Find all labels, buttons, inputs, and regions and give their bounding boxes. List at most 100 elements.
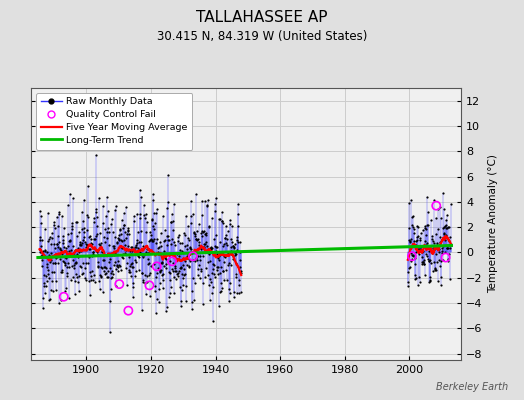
Point — [408, 214, 417, 220]
Point — [146, 270, 155, 276]
Point — [176, 240, 184, 246]
Point — [150, 209, 158, 216]
Point — [228, 242, 237, 249]
Point — [423, 222, 431, 228]
Point — [229, 243, 237, 249]
Point — [56, 249, 64, 255]
Point — [410, 226, 418, 232]
Point — [444, 251, 453, 257]
Point — [112, 263, 121, 269]
Point — [420, 256, 428, 263]
Point — [431, 265, 439, 271]
Point — [137, 228, 145, 235]
Point — [211, 274, 220, 280]
Point — [61, 254, 70, 260]
Point — [136, 187, 145, 194]
Point — [443, 245, 452, 252]
Point — [194, 252, 203, 259]
Point — [219, 220, 227, 226]
Point — [137, 238, 145, 245]
Point — [38, 257, 47, 263]
Point — [226, 220, 235, 227]
Point — [179, 256, 188, 262]
Point — [114, 268, 122, 274]
Point — [161, 227, 169, 234]
Point — [178, 286, 187, 293]
Point — [154, 249, 162, 255]
Point — [233, 236, 242, 243]
Point — [82, 241, 91, 248]
Point — [60, 244, 68, 250]
Point — [176, 264, 184, 271]
Point — [40, 272, 49, 278]
Point — [141, 249, 150, 255]
Point — [446, 242, 454, 248]
Point — [121, 251, 129, 257]
Point — [410, 276, 419, 282]
Point — [416, 278, 424, 285]
Point — [144, 250, 152, 256]
Point — [169, 259, 178, 266]
Point — [206, 297, 215, 304]
Point — [181, 271, 189, 278]
Point — [186, 245, 194, 251]
Point — [443, 225, 451, 231]
Point — [416, 236, 424, 243]
Point — [434, 226, 442, 233]
Point — [160, 255, 169, 262]
Point — [53, 222, 62, 229]
Point — [429, 245, 438, 252]
Point — [226, 216, 234, 223]
Point — [98, 264, 106, 271]
Point — [191, 280, 199, 286]
Point — [84, 214, 92, 220]
Point — [172, 249, 181, 256]
Point — [68, 226, 76, 232]
Point — [421, 237, 429, 244]
Legend: Raw Monthly Data, Quality Control Fail, Five Year Moving Average, Long-Term Tren: Raw Monthly Data, Quality Control Fail, … — [36, 93, 192, 150]
Point — [150, 220, 159, 226]
Point — [112, 282, 121, 289]
Point — [205, 245, 214, 251]
Point — [93, 223, 101, 230]
Point — [96, 242, 105, 248]
Point — [114, 236, 123, 243]
Point — [188, 306, 196, 312]
Point — [134, 246, 143, 253]
Point — [184, 235, 193, 242]
Point — [113, 258, 122, 264]
Point — [122, 247, 130, 254]
Point — [208, 289, 216, 296]
Point — [64, 202, 72, 208]
Point — [71, 278, 79, 284]
Point — [438, 250, 446, 256]
Point — [95, 286, 104, 292]
Point — [200, 244, 208, 250]
Point — [223, 277, 232, 284]
Point — [406, 264, 414, 270]
Point — [161, 236, 169, 243]
Point — [57, 269, 66, 275]
Point — [230, 245, 238, 251]
Point — [121, 242, 129, 248]
Point — [99, 257, 107, 263]
Point — [41, 283, 50, 289]
Point — [417, 247, 425, 254]
Point — [57, 246, 66, 253]
Point — [159, 284, 167, 291]
Point — [83, 212, 91, 219]
Point — [195, 253, 204, 260]
Y-axis label: Temperature Anomaly (°C): Temperature Anomaly (°C) — [488, 154, 498, 294]
Point — [41, 226, 49, 233]
Point — [119, 224, 127, 231]
Point — [440, 230, 448, 236]
Point — [181, 232, 189, 238]
Point — [405, 265, 413, 271]
Point — [209, 318, 217, 324]
Point — [120, 210, 128, 216]
Point — [73, 218, 82, 225]
Point — [411, 254, 420, 261]
Point — [143, 218, 151, 225]
Point — [79, 270, 87, 276]
Point — [445, 245, 454, 251]
